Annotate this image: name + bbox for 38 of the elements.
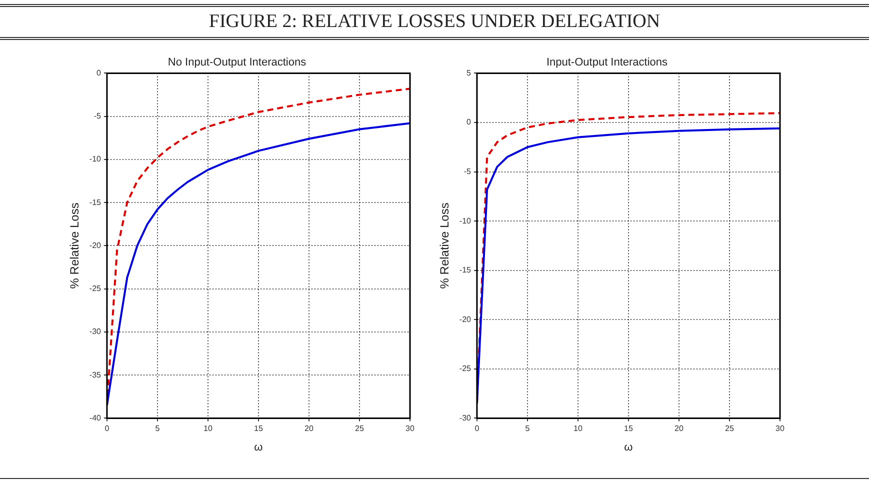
x-tick-label: 0 — [104, 424, 110, 434]
y-tick-label: -30 — [459, 413, 472, 422]
y-tick-label: -25 — [89, 284, 102, 294]
x-tick-label: 15 — [624, 424, 634, 434]
y-tick-label: -15 — [89, 198, 102, 207]
y-tick-label: -35 — [89, 370, 102, 380]
y-tick-label: 0 — [466, 118, 472, 127]
x-tick-label: 20 — [304, 424, 314, 434]
y-axis-title: % Relative Loss — [438, 202, 452, 289]
y-tick-label: -20 — [89, 240, 102, 250]
x-axis-title: ω — [254, 441, 264, 454]
x-tick-label: 15 — [254, 424, 264, 434]
x-tick-label: 10 — [204, 424, 213, 434]
x-tick-label: 25 — [725, 424, 734, 434]
x-tick-label: 5 — [155, 424, 160, 434]
x-tick-label: 20 — [674, 424, 684, 434]
x-tick-label: 10 — [574, 424, 583, 434]
x-tick-label: 30 — [406, 424, 415, 434]
y-tick-label: -15 — [459, 266, 472, 275]
x-axis-title: ω — [624, 441, 634, 454]
y-tick-label: -40 — [89, 413, 102, 422]
y-tick-label: -5 — [464, 166, 472, 176]
y-tick-label: -25 — [459, 364, 472, 374]
y-axis-title: % Relative Loss — [68, 202, 82, 289]
x-tick-label: 5 — [525, 424, 530, 434]
chart-title: No Input-Output Interactions — [168, 56, 307, 69]
x-tick-label: 0 — [474, 424, 480, 434]
chart-title: Input-Output Interactions — [546, 56, 668, 69]
y-tick-label: -30 — [89, 327, 102, 336]
x-tick-label: 25 — [355, 424, 364, 434]
y-tick-label: -20 — [459, 314, 472, 324]
x-tick-label: 30 — [776, 424, 785, 434]
y-tick-label: -5 — [94, 112, 102, 121]
caption: FIGURE 2: RELATIVE LOSSES UNDER DELEGATION — [208, 11, 662, 33]
y-tick-label: 5 — [466, 68, 472, 78]
y-tick-label: -10 — [459, 216, 472, 226]
y-tick-label: 0 — [96, 68, 102, 78]
y-tick-label: -10 — [89, 154, 102, 164]
